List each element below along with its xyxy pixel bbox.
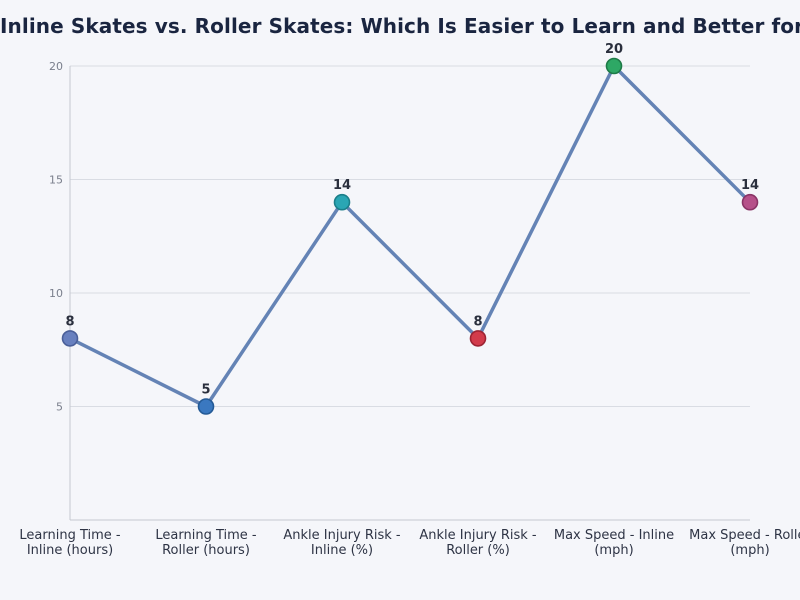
chart-title: Inline Skates vs. Roller Skates: Which I… — [0, 14, 800, 38]
grid — [70, 65, 750, 407]
data-label: 8 — [473, 314, 482, 329]
axes — [69, 66, 750, 521]
series-line-group — [68, 64, 752, 409]
data-point — [469, 330, 487, 347]
x-tick-label: Learning Time -Roller (hours) — [155, 528, 257, 558]
series-line — [68, 64, 752, 409]
data-label: 14 — [741, 178, 759, 193]
data-points — [61, 57, 759, 415]
data-point — [333, 193, 351, 211]
y-tick-label: 5 — [56, 401, 63, 414]
x-tick-label: Max Speed - Inline (mph) — [554, 528, 674, 558]
y-tick-label: 20 — [49, 60, 63, 73]
data-labels: 8 5 14 8 20 14 — [65, 42, 759, 398]
y-tick-labels: 5 10 15 20 — [49, 60, 63, 414]
data-point — [605, 57, 623, 75]
x-tick-label: Learning Time -Inline (hours) — [19, 528, 121, 558]
y-tick-label: 15 — [49, 174, 63, 187]
data-label: 5 — [201, 383, 210, 398]
data-point — [61, 330, 79, 347]
x-tick-label: Max Speed - Roller (mph) — [689, 528, 800, 558]
x-tick-label: Ankle Injury Risk -Inline (%) — [283, 528, 401, 558]
data-point — [741, 193, 759, 211]
y-tick-label: 10 — [49, 287, 63, 300]
data-label: 20 — [605, 42, 623, 57]
x-tick-labels: Learning Time -Inline (hours) Learning Ti… — [19, 528, 800, 558]
data-point — [197, 398, 215, 415]
data-label: 8 — [65, 314, 74, 329]
x-tick-label: Ankle Injury Risk -Roller (%) — [419, 528, 537, 558]
data-label: 14 — [333, 178, 351, 193]
